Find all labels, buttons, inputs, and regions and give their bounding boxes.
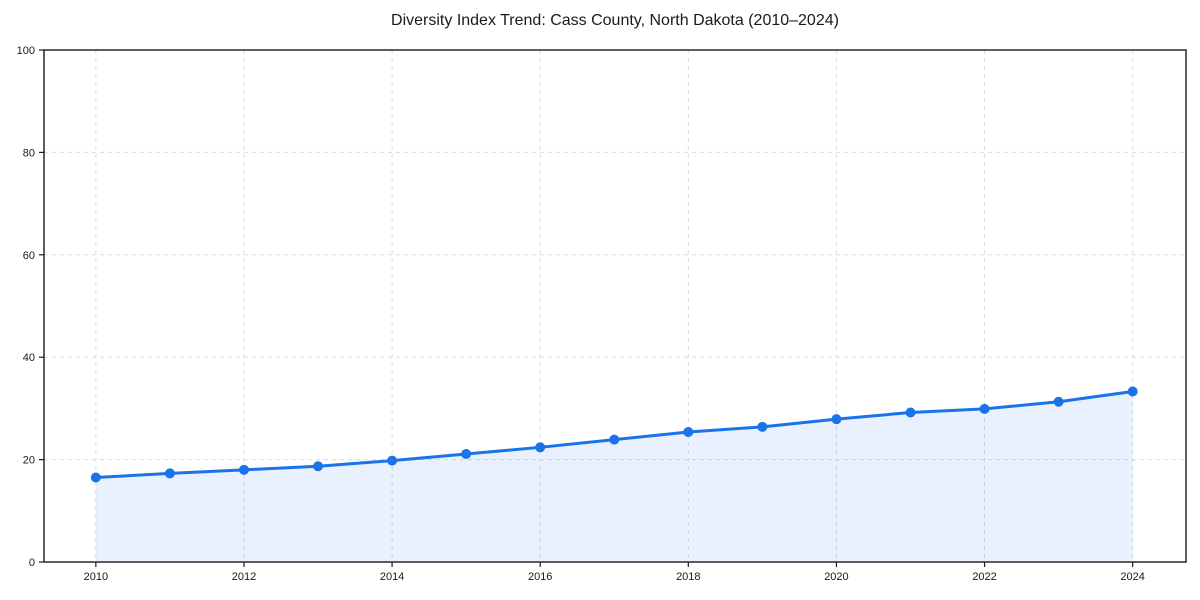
x-tick-label-2020: 2020: [824, 571, 848, 583]
data-point-2020: [831, 414, 842, 425]
data-point-2022: [979, 403, 990, 414]
data-point-2023: [1053, 396, 1064, 407]
data-point-2011: [164, 468, 175, 479]
data-point-2019: [757, 421, 768, 432]
y-tick-label-60: 60: [23, 250, 35, 262]
x-tick-label-2018: 2018: [676, 571, 700, 583]
x-tick-label-2014: 2014: [380, 571, 404, 583]
y-tick-label-20: 20: [23, 455, 35, 467]
data-point-2016: [535, 442, 546, 453]
data-point-2010: [90, 472, 101, 483]
data-point-2024: [1127, 386, 1138, 397]
data-point-2014: [387, 455, 398, 466]
x-tick-label-2024: 2024: [1120, 571, 1144, 583]
data-point-2017: [609, 434, 620, 445]
plot-box: [43, 49, 1187, 563]
x-tick-label-2022: 2022: [972, 571, 996, 583]
data-point-2013: [313, 461, 324, 472]
data-point-2018: [683, 426, 694, 437]
y-tick-label-0: 0: [29, 557, 35, 569]
y-tick-label-100: 100: [17, 45, 35, 57]
area-fill: [95, 391, 1133, 562]
x-tick-label-2010: 2010: [84, 571, 108, 583]
y-tick-label-40: 40: [23, 352, 35, 364]
chart-title: Diversity Index Trend: Cass County, Nort…: [391, 12, 839, 29]
x-tick-label-2012: 2012: [232, 571, 256, 583]
data-point-2012: [238, 464, 249, 475]
x-tick-label-2016: 2016: [528, 571, 552, 583]
data-point-2021: [905, 407, 916, 418]
y-tick-label-80: 80: [23, 147, 35, 159]
data-point-2015: [461, 448, 472, 459]
